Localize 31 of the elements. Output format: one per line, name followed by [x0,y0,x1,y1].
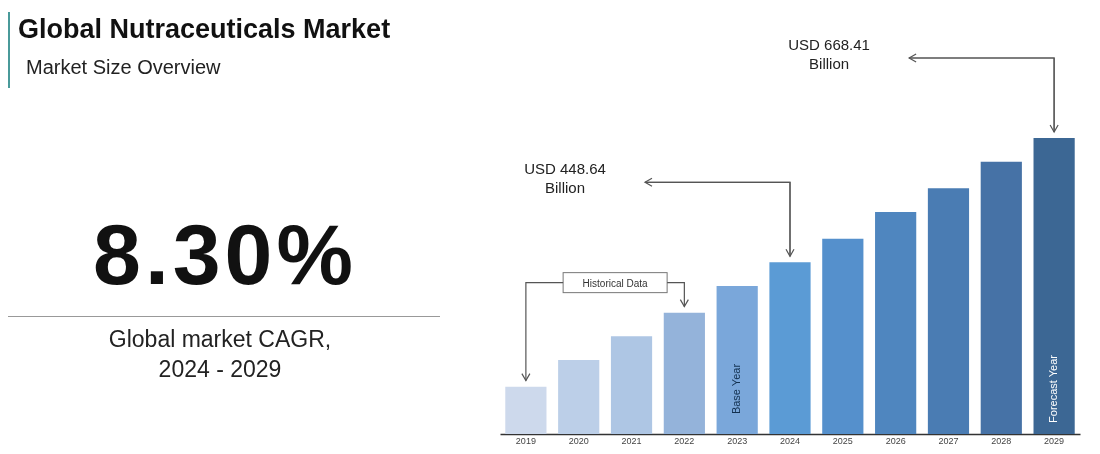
x-tick-label: 2027 [938,435,959,446]
x-tick-label: 2023 [727,435,748,446]
bar [875,212,917,434]
bar [1033,138,1075,434]
x-tick-label: 2026 [885,435,906,446]
x-tick-label: 2029 [1044,435,1065,446]
bar [663,312,705,434]
text: Global market CAGR, 2024 - 2029 [107,325,333,384]
bar [505,386,547,434]
bar [558,360,600,434]
x-tick-label: 2019 [515,435,536,446]
annotation: Forecast Year [1047,354,1060,423]
bar [716,286,758,434]
text: Market Size Overview [26,56,221,79]
bar [927,188,970,434]
bar [822,238,864,434]
x-tick-label: 2025 [832,435,853,446]
text: 8.30% [92,205,358,304]
annotation: USD 448.64 Billion [524,160,606,197]
text: USD 668.41 Billion [788,36,870,72]
annotation: Base Year [730,363,743,415]
bar [610,336,653,434]
x-tick-label: 2024 [779,435,801,446]
text: Global Nutraceuticals Market [18,14,391,45]
x-tick-label: 2022 [674,435,695,446]
bar [980,161,1022,434]
bar [769,262,811,434]
x-tick-label: 2020 [568,435,589,446]
annotation: Historical Data [582,277,649,289]
x-tick-label: 2021 [621,435,642,446]
x-tick-label: 2028 [991,435,1012,446]
